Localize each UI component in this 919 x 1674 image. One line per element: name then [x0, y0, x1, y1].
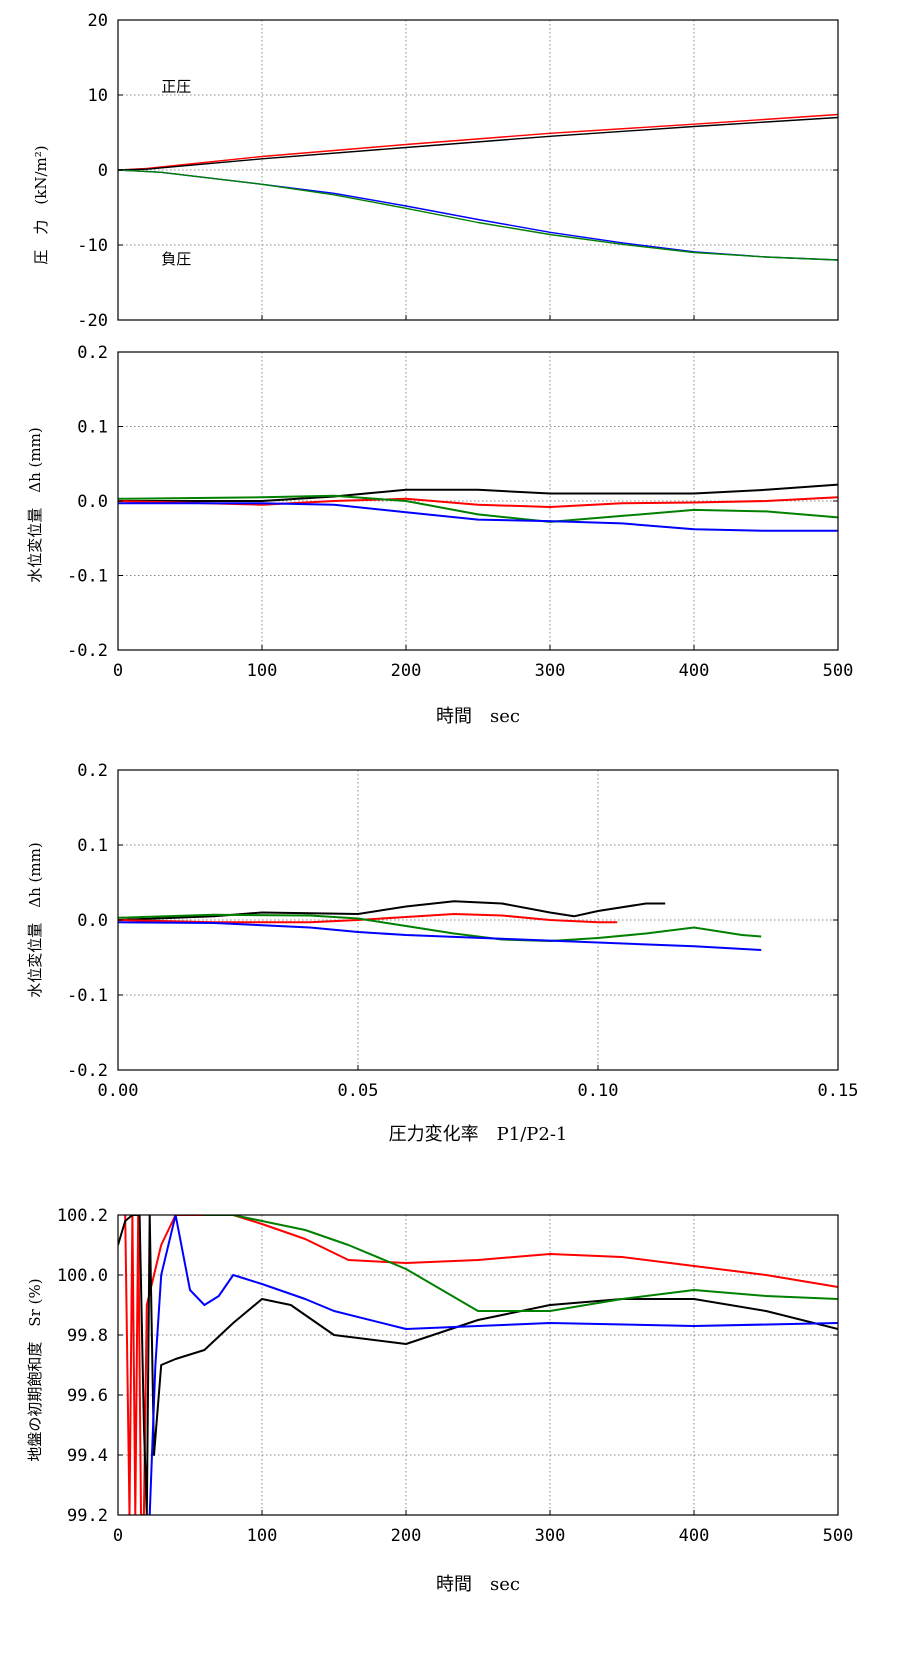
x-axis-label: 時間 sec: [436, 1574, 520, 1595]
x-tick-label: 0.05: [338, 1081, 379, 1101]
x-axis-label: 圧力変化率 P1/P2-1: [389, 1124, 568, 1145]
x-tick-label: 0.00: [98, 1081, 139, 1101]
x-tick-label: 500: [823, 1526, 854, 1546]
y-tick-label: 99.2: [67, 1506, 108, 1526]
x-tick-label: 300: [535, 1526, 566, 1546]
y-tick-label: 100.0: [57, 1266, 108, 1286]
x-tick-label: 200: [391, 1526, 422, 1546]
y-tick-label: 0.0: [77, 911, 108, 931]
y-tick-label: 10: [88, 86, 108, 106]
annotation-label: 負圧: [161, 250, 191, 268]
series-group: [118, 113, 838, 261]
series-line-4: [118, 169, 838, 261]
x-axis-label: 時間 sec: [436, 706, 520, 727]
chart-3: 0.2 0.1 0.0 -0.1 -0.20.00 0.05 0.10 0.15 水位変位量 Δ…: [26, 761, 858, 1145]
y-axis-label: 圧 力 (kN/m²): [32, 145, 50, 264]
series-line-2: [118, 116, 838, 171]
y-tick-label: 99.8: [67, 1326, 108, 1346]
y-tick-label: 99.4: [67, 1446, 108, 1466]
y-tick-label: 0: [98, 161, 108, 181]
x-tick-label: 200: [391, 661, 422, 681]
y-tick-label: 99.6: [67, 1386, 108, 1406]
series-line-4: [204, 1215, 838, 1312]
series-group: [118, 900, 762, 951]
y-tick-label: -0.2: [67, 1061, 108, 1081]
x-tick-label: 0.10: [578, 1081, 619, 1101]
plot-frame: [117, 1214, 839, 1516]
y-tick-label: -10: [77, 236, 108, 256]
y-tick-label: 0.2: [77, 343, 108, 363]
x-tick-label: 400: [679, 1526, 710, 1546]
x-tick-label: 300: [535, 661, 566, 681]
y-axis-label: 水位変位量 Δh (mm): [26, 842, 44, 997]
y-tick-label: -20: [77, 311, 108, 331]
series-line-3: [148, 1215, 838, 1515]
series-line-3: [118, 169, 838, 261]
x-tick-label: 500: [823, 661, 854, 681]
y-axis-label: 水位変位量 Δh (mm): [26, 427, 44, 582]
x-tick-label: 0: [113, 661, 123, 681]
series-line-1: [124, 1215, 838, 1515]
series-line-4: [118, 502, 838, 532]
x-tick-label: 100: [247, 661, 278, 681]
y-tick-label: 20: [88, 11, 108, 31]
y-tick-label: 0.1: [77, 418, 108, 438]
series-line-1: [118, 900, 666, 921]
x-tick-label: 0: [113, 1526, 123, 1546]
y-tick-label: 0.2: [77, 761, 108, 781]
series-line-3: [118, 494, 838, 523]
y-tick-label: 100.2: [57, 1206, 108, 1226]
series-line-2: [118, 913, 618, 924]
series-line-2: [118, 1215, 838, 1515]
y-tick-label: 0.1: [77, 836, 108, 856]
y-tick-label: -0.1: [67, 986, 108, 1006]
x-tick-label: 100: [247, 1526, 278, 1546]
x-tick-label: 0.15: [818, 1081, 859, 1101]
annotation-label: 正圧: [161, 77, 191, 95]
y-axis-label: 地盤の初期飽和度 Sr (%): [26, 1278, 44, 1461]
y-tick-label: -0.2: [67, 641, 108, 661]
series-group: [118, 1215, 838, 1515]
y-tick-label: -0.1: [67, 567, 108, 587]
series-line-2: [118, 496, 838, 508]
series-group: [118, 483, 838, 532]
series-line-1: [118, 483, 838, 502]
chart-2: 0.2 0.1 0.0 -0.1 -0.20 100 200 300 400 500 水位変位量 Δ…: [26, 343, 853, 727]
series-line-4: [118, 921, 762, 951]
chart-4: 100.2 100.0 99.8 99.6 99.4 99.20 100 200 300 400 5…: [26, 1206, 853, 1595]
x-tick-label: 400: [679, 661, 710, 681]
y-tick-label: 0.0: [77, 492, 108, 512]
